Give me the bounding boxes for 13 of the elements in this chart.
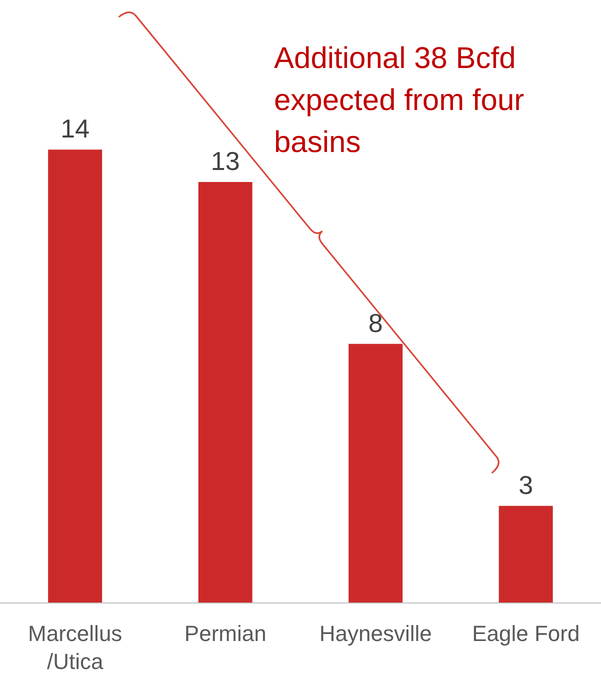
bar — [198, 182, 252, 603]
data-label: 8 — [368, 308, 383, 338]
x-tick-label: Marcellus /Utica — [28, 621, 122, 674]
data-label: 3 — [518, 470, 534, 500]
x-tick-label: Permian — [184, 621, 266, 646]
x-tick-label: Haynesville — [319, 621, 432, 646]
annotation: Additional 38 Bcfd expected from four basins — [274, 41, 526, 161]
data-label: 14 — [60, 114, 90, 144]
x-tick-label: Eagle Ford — [472, 621, 580, 646]
data-label: 13 — [210, 146, 240, 176]
bar — [348, 344, 403, 603]
bar — [48, 150, 102, 603]
bar — [498, 506, 553, 603]
